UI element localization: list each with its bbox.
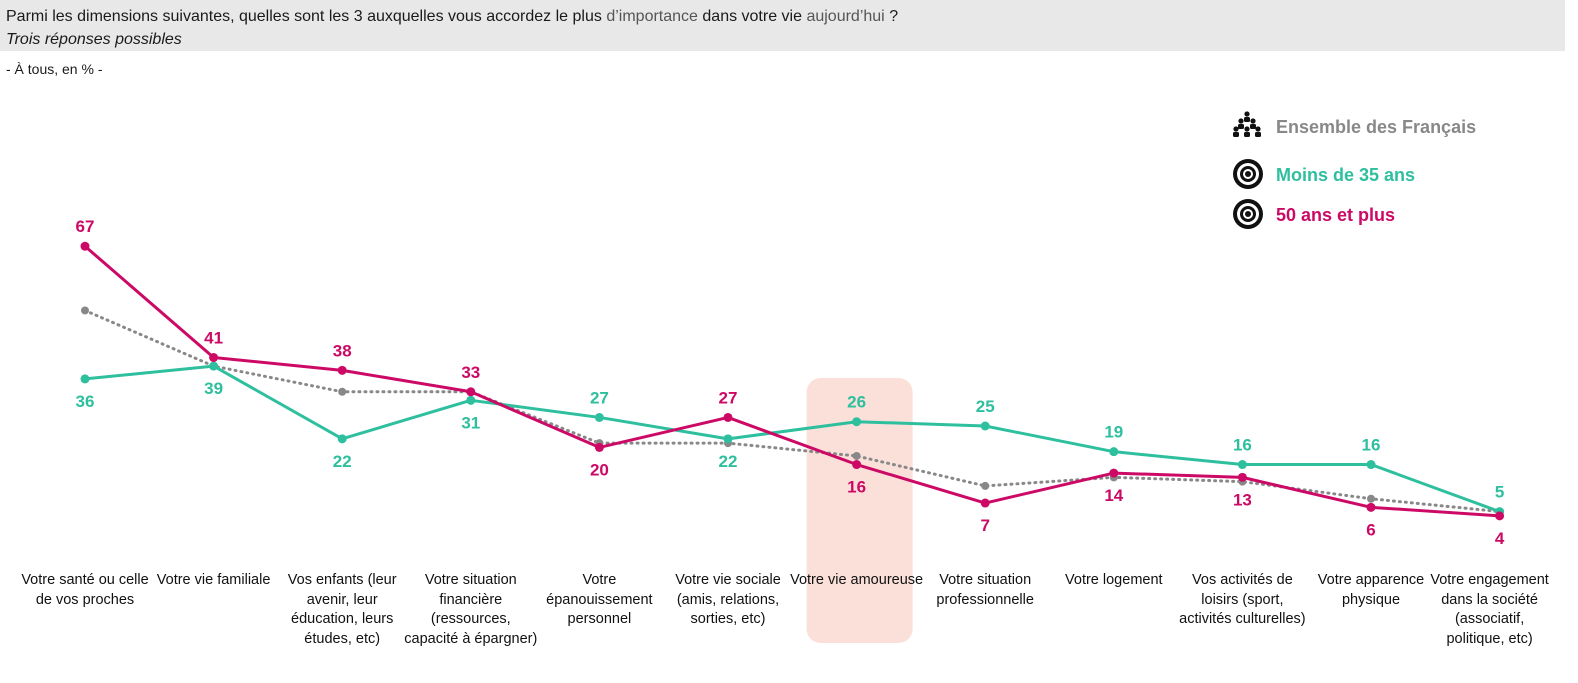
point-plus50-1 — [209, 353, 219, 363]
point-plus50-9 — [1237, 472, 1247, 482]
point-moins35-1 — [209, 361, 219, 371]
data-label-moins35-2: 22 — [333, 452, 352, 471]
category-label-11: Votre engagement dans la société (associ… — [1430, 572, 1549, 647]
point-plus50-0 — [80, 241, 90, 251]
point-moins35-10 — [1366, 460, 1376, 470]
data-label-moins35-11: 5 — [1495, 483, 1504, 502]
legend-item-ensemble: Ensemble des Français — [1233, 111, 1476, 137]
legend-label-plus50: 50 ans et plus — [1276, 205, 1395, 225]
data-label-plus50-2: 38 — [333, 341, 352, 360]
category-label-2: Vos enfants (leur avenir, leur éducation… — [287, 572, 397, 647]
data-label-moins35-0: 36 — [76, 392, 95, 411]
point-plus50-6 — [852, 460, 862, 470]
point-ensemble-7 — [981, 481, 990, 490]
category-label-0: Votre santé ou celle de vos proches — [21, 572, 149, 608]
series-line-moins35 — [84, 364, 1501, 514]
point-moins35-4 — [594, 412, 604, 422]
data-label-plus50-10: 6 — [1366, 520, 1375, 539]
point-plus50-10 — [1366, 502, 1376, 512]
point-plus50-11 — [1495, 511, 1505, 521]
data-label-moins35-5: 22 — [719, 452, 738, 471]
legend-label-ensemble: Ensemble des Français — [1276, 117, 1476, 137]
base-note: - À tous, en % - — [6, 61, 103, 77]
data-label-plus50-5: 27 — [719, 388, 738, 407]
point-plus50-3 — [466, 387, 476, 397]
point-plus50-4 — [594, 442, 604, 452]
data-label-moins35-9: 16 — [1233, 436, 1252, 455]
point-moins35-3 — [466, 395, 476, 405]
category-label-3: Votre situation financière (ressources, … — [404, 572, 538, 647]
point-moins35-7 — [980, 421, 990, 431]
category-label-8: Votre logement — [1065, 572, 1163, 588]
point-ensemble-2 — [338, 387, 347, 396]
target-icon — [1233, 159, 1263, 189]
data-label-moins35-3: 31 — [461, 413, 480, 432]
data-label-plus50-3: 33 — [461, 363, 480, 382]
point-moins35-9 — [1237, 460, 1247, 470]
category-label-6: Votre vie amoureuse — [790, 572, 924, 588]
data-label-plus50-1: 41 — [204, 329, 223, 348]
point-moins35-2 — [337, 434, 347, 444]
point-moins35-0 — [80, 374, 90, 384]
point-ensemble-6 — [852, 451, 861, 460]
highlight-box — [806, 378, 913, 643]
legend-label-moins35: Moins de 35 ans — [1276, 165, 1415, 185]
category-label-4: Votre épanouissement personnel — [546, 572, 653, 627]
series-line-plus50 — [84, 245, 1500, 518]
point-plus50-2 — [337, 365, 347, 375]
point-plus50-8 — [1109, 468, 1119, 478]
category-label-7: Votre situation professionnelle — [936, 572, 1034, 608]
point-ensemble-10 — [1367, 494, 1375, 503]
data-label-moins35-8: 19 — [1104, 423, 1123, 442]
category-label-5: Votre vie sociale (amis, relations, sort… — [675, 572, 781, 627]
data-label-plus50-6: 16 — [847, 478, 866, 497]
data-label-plus50-9: 13 — [1233, 490, 1252, 509]
target-icon — [1233, 199, 1263, 229]
series-line-ensemble — [83, 308, 1502, 514]
data-label-plus50-8: 14 — [1104, 486, 1123, 505]
category-label-1: Votre vie familiale — [156, 572, 271, 588]
question-instruction: Trois réponses possibles — [6, 31, 182, 48]
point-plus50-7 — [980, 498, 990, 508]
point-moins35-5 — [723, 434, 733, 444]
legend-item-plus50: 50 ans et plus — [1233, 199, 1395, 229]
legend-item-moins35: Moins de 35 ans — [1233, 159, 1415, 189]
category-label-9: Vos activités de loisirs (sport, activit… — [1179, 572, 1306, 627]
point-moins35-6 — [852, 417, 862, 427]
data-label-moins35-7: 25 — [976, 397, 995, 416]
point-plus50-5 — [723, 412, 733, 422]
people-group-icon — [1233, 111, 1261, 137]
category-label-10: Votre apparence physique — [1317, 572, 1425, 608]
data-label-moins35-10: 16 — [1362, 436, 1381, 455]
data-label-plus50-7: 7 — [980, 516, 989, 535]
data-label-plus50-0: 67 — [76, 217, 95, 236]
point-ensemble-0 — [81, 306, 89, 315]
data-label-plus50-4: 20 — [590, 460, 609, 479]
data-label-moins35-4: 27 — [590, 388, 609, 407]
data-label-plus50-11: 4 — [1495, 529, 1505, 548]
question-header: Parmi les dimensions suivantes, quelles … — [0, 0, 1565, 51]
data-label-moins35-1: 39 — [204, 379, 223, 398]
point-moins35-8 — [1109, 447, 1119, 457]
data-label-moins35-6: 26 — [847, 393, 866, 412]
question-text: Parmi les dimensions suivantes, quelles … — [6, 8, 899, 25]
